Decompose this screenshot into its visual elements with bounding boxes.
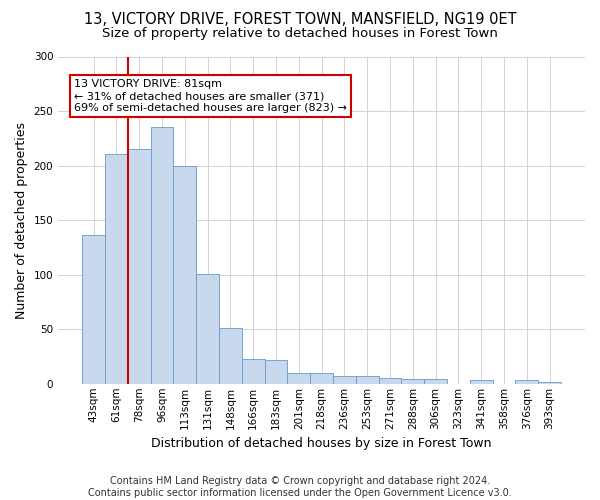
Y-axis label: Number of detached properties: Number of detached properties (15, 122, 28, 318)
Bar (515, 380, 538, 384)
Bar (310, 373, 333, 384)
Bar (287, 373, 310, 384)
Bar (538, 382, 561, 384)
Text: 13 VICTORY DRIVE: 81sqm
← 31% of detached houses are smaller (371)
69% of semi-d: 13 VICTORY DRIVE: 81sqm ← 31% of detache… (74, 80, 347, 112)
Bar (470, 380, 493, 384)
Text: Contains HM Land Registry data © Crown copyright and database right 2024.
Contai: Contains HM Land Registry data © Crown c… (88, 476, 512, 498)
Bar (173, 166, 196, 384)
Text: Size of property relative to detached houses in Forest Town: Size of property relative to detached ho… (102, 28, 498, 40)
X-axis label: Distribution of detached houses by size in Forest Town: Distribution of detached houses by size … (151, 437, 492, 450)
Bar (151, 128, 173, 384)
Bar (196, 274, 219, 384)
Text: 13, VICTORY DRIVE, FOREST TOWN, MANSFIELD, NG19 0ET: 13, VICTORY DRIVE, FOREST TOWN, MANSFIEL… (83, 12, 517, 28)
Bar (379, 378, 401, 384)
Bar (424, 380, 447, 384)
Bar (242, 358, 265, 384)
Bar (128, 149, 151, 384)
Bar (82, 236, 105, 384)
Bar (265, 360, 287, 384)
Bar (333, 376, 356, 384)
Bar (401, 380, 424, 384)
Bar (105, 154, 128, 384)
Bar (219, 328, 242, 384)
Bar (356, 376, 379, 384)
